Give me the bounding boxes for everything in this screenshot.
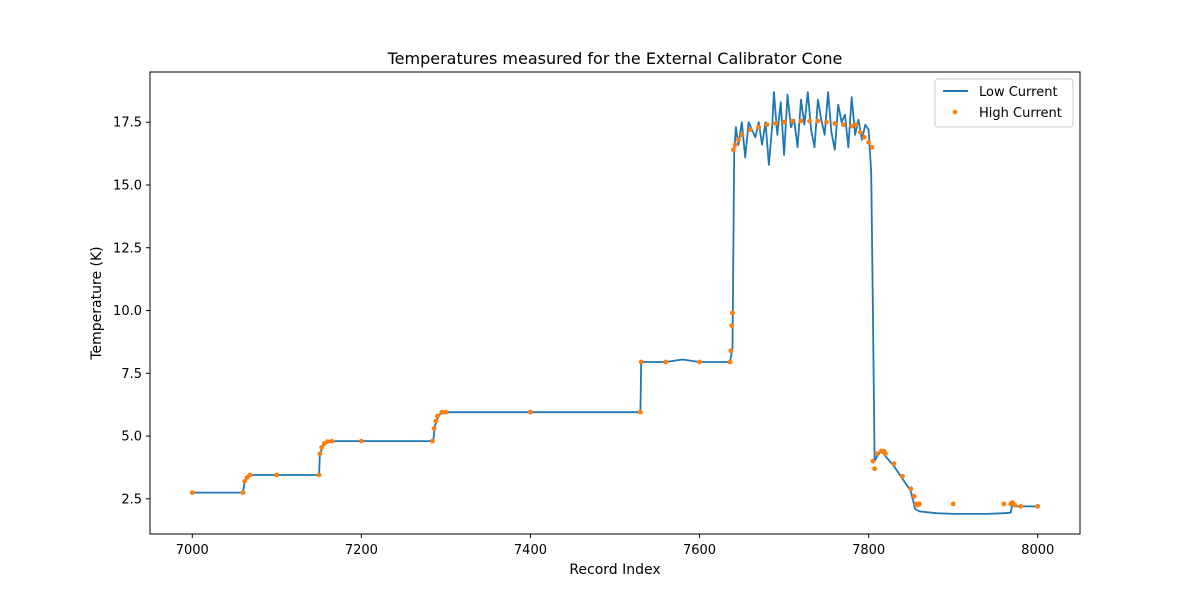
high-current-point (638, 409, 643, 415)
high-current-point (908, 486, 914, 492)
x-tick-label: 7200 (345, 543, 378, 558)
high-current-point (528, 409, 533, 415)
high-current-point (189, 490, 195, 495)
high-current-point (732, 142, 738, 148)
high-current-point (731, 147, 736, 153)
high-current-point (869, 144, 875, 150)
high-current-point (325, 439, 330, 444)
high-current-point (773, 121, 778, 126)
high-current-point (756, 124, 762, 130)
high-current-point (359, 438, 364, 444)
high-current-point (862, 134, 867, 140)
high-current-point (433, 418, 439, 424)
y-tick-label: 12.5 (113, 241, 142, 256)
high-current-point (317, 451, 323, 457)
legend-high-current-label: High Current (979, 106, 1062, 121)
high-current-point (1001, 501, 1007, 507)
high-current-point (747, 127, 753, 133)
y-tick-label: 10.0 (113, 304, 142, 319)
x-tick-label: 8000 (1021, 543, 1054, 558)
high-current-point (790, 118, 795, 124)
plot-frame (149, 71, 1081, 535)
high-current-point (439, 409, 445, 415)
high-current-point (730, 310, 735, 316)
high-current-point (866, 139, 871, 145)
high-current-point (874, 451, 880, 457)
y-tick-label: 7.5 (121, 367, 142, 382)
high-current-point (727, 359, 733, 365)
y-tick-label: 2.5 (121, 492, 142, 507)
high-current-point (431, 426, 437, 431)
high-current-point (840, 122, 846, 128)
high-current-point (316, 472, 322, 478)
high-current-point (870, 458, 876, 464)
x-tick-label: 7600 (683, 543, 716, 558)
high-current-point (638, 359, 644, 365)
high-current-point (781, 119, 787, 125)
high-current-point (697, 359, 702, 365)
y-axis: 2.5 5.0 7.5 10.0 12.5 15.0 17.5 (113, 116, 150, 507)
legend: Low Current High Current (934, 78, 1074, 128)
x-axis: 7000 7200 7400 7600 7800 8000 (176, 534, 1054, 558)
x-axis-label: Record Index (569, 562, 660, 578)
series-high-current (189, 118, 1041, 509)
high-current-point (849, 123, 855, 129)
high-current-point (917, 501, 922, 507)
plot-area (150, 72, 1080, 534)
high-current-point (736, 137, 741, 143)
high-current-point (1018, 504, 1024, 509)
high-current-point (443, 409, 449, 415)
high-current-point (950, 501, 956, 507)
high-current-point (729, 323, 735, 328)
chart-title: Temperatures measured for the External C… (387, 49, 843, 68)
high-current-point (764, 122, 770, 128)
legend-high-current-swatch (952, 109, 958, 115)
x-tick-label: 7800 (852, 543, 885, 558)
high-current-point (815, 118, 821, 124)
x-tick-label: 7000 (176, 543, 209, 558)
legend-box (934, 78, 1074, 128)
high-current-point (663, 359, 669, 365)
x-tick-label: 7400 (514, 543, 547, 558)
high-current-point (274, 472, 280, 478)
high-current-point (739, 132, 745, 138)
high-current-point (900, 473, 905, 479)
high-current-point (240, 490, 246, 495)
high-current-point (872, 466, 877, 472)
y-tick-label: 17.5 (113, 116, 142, 131)
high-current-point (1035, 504, 1041, 509)
y-axis-label: Temperature (K) (89, 246, 105, 360)
high-current-point (891, 461, 897, 467)
high-current-point (242, 478, 248, 484)
high-current-point (807, 118, 812, 124)
high-current-point (857, 129, 863, 135)
high-current-point (319, 445, 324, 450)
high-current-point (824, 119, 829, 125)
high-current-point (798, 118, 804, 124)
high-current-point (911, 493, 917, 499)
high-current-point (430, 438, 435, 444)
high-current-point (853, 122, 859, 128)
y-tick-label: 15.0 (113, 178, 142, 193)
high-current-point (435, 413, 440, 419)
high-current-point (883, 451, 888, 457)
high-current-point (728, 348, 734, 354)
high-current-point (1012, 502, 1018, 508)
high-current-point (329, 438, 335, 444)
high-current-point (247, 472, 253, 478)
y-tick-label: 5.0 (121, 430, 142, 445)
legend-low-current-label: Low Current (979, 85, 1058, 100)
high-current-point (832, 121, 838, 126)
